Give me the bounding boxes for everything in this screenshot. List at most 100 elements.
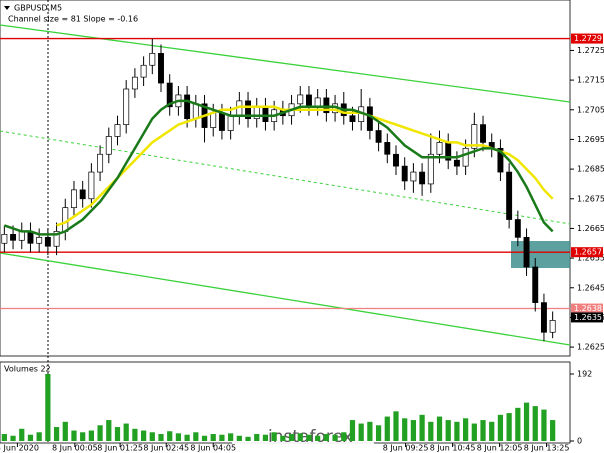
volume-bar	[132, 428, 138, 441]
volume-bar	[167, 431, 173, 441]
volume-bar	[297, 433, 303, 441]
volume-bar	[489, 421, 495, 441]
level-tag	[571, 247, 603, 258]
candle-body	[375, 130, 382, 143]
channel-lower	[0, 252, 571, 346]
candle-body	[192, 103, 199, 120]
candle-body	[210, 112, 217, 128]
channel-mid	[0, 130, 571, 225]
volume-bar	[532, 406, 538, 441]
volume-bar	[210, 434, 216, 441]
candle-body	[427, 153, 434, 185]
y-tick-label: 1.2695	[577, 135, 604, 144]
candle-body	[227, 115, 234, 131]
volume-bar	[349, 420, 356, 441]
volume-bar	[315, 435, 321, 441]
candle-body	[97, 153, 104, 173]
candle-body	[166, 82, 173, 108]
candle-body	[549, 320, 556, 333]
volume-bar	[463, 418, 469, 441]
volume-bar	[497, 414, 504, 441]
moving-average	[56, 105, 554, 227]
candle-body	[71, 189, 77, 209]
candle-body	[131, 76, 138, 90]
x-tick-label: 8 Jun 09:25	[383, 444, 429, 453]
candle-body	[123, 88, 130, 125]
volume-bar	[471, 423, 477, 441]
volume-bar	[428, 421, 434, 441]
volume-bar	[36, 432, 42, 441]
volume-tick-label: 192	[577, 370, 592, 379]
volume-bar	[358, 423, 364, 441]
candle-body	[453, 159, 460, 167]
candle-body	[88, 171, 95, 200]
y-tick-label: 1.2625	[577, 343, 604, 352]
x-tick-label: 5 Jun 2020	[0, 444, 39, 453]
x-tick-label: 8 Jun 01:25	[97, 444, 143, 453]
candle-body	[36, 236, 43, 244]
candle-body	[523, 236, 530, 268]
volume-bar	[323, 434, 329, 441]
volume-title: Volumes 22	[4, 365, 51, 374]
candle-body	[349, 115, 356, 122]
volume-bar	[193, 432, 199, 441]
volume-bar	[236, 435, 242, 441]
volume-bar	[436, 416, 443, 441]
volume-bar	[288, 434, 295, 441]
candle-body	[471, 124, 478, 149]
volume-bar	[384, 416, 390, 441]
volume-bar	[523, 402, 530, 441]
candle-body	[532, 266, 539, 303]
candle-body	[366, 106, 373, 131]
volume-bar	[419, 414, 425, 441]
candle-body	[79, 189, 86, 200]
candle-body	[393, 153, 399, 167]
y-tick-label: 1.2675	[577, 194, 604, 203]
candle-body	[314, 97, 321, 108]
volume-tick-label: 0	[577, 437, 582, 446]
volume-bar	[175, 433, 182, 441]
x-tick-label: 8 Jun 04:05	[190, 444, 236, 453]
volume-bar	[410, 420, 417, 441]
volume-bar	[1, 434, 7, 441]
level-tag	[571, 312, 603, 323]
volume-bar	[106, 420, 112, 441]
channel-upper	[0, 24, 571, 103]
volume-bar	[149, 432, 155, 441]
y-tick-label: 1.2715	[577, 76, 604, 85]
volume-bar	[254, 434, 260, 441]
volume-bar	[10, 435, 16, 441]
chart-title: GBPUSD,M5	[14, 4, 62, 13]
candle-body	[497, 147, 504, 173]
level-label: 1.2635	[574, 313, 602, 322]
candle-body	[506, 171, 513, 220]
y-tick-label: 1.2665	[577, 224, 604, 233]
volume-bar	[306, 434, 312, 441]
candle-body	[306, 94, 312, 108]
volume-bar	[341, 432, 347, 441]
candle-body	[218, 112, 225, 131]
volume-bar	[19, 428, 25, 441]
volume-bar	[393, 411, 399, 441]
volume-bar	[280, 435, 286, 441]
level-tag	[571, 33, 603, 44]
volume-bar	[140, 430, 147, 441]
volume-bar	[550, 420, 556, 441]
candle-body	[419, 171, 426, 185]
volume-bar	[445, 420, 451, 441]
volume-bar	[228, 433, 234, 441]
candle-body	[462, 147, 469, 167]
volume-bar	[245, 436, 251, 441]
y-tick-label: 1.2725	[577, 46, 604, 55]
candle-body	[53, 231, 60, 247]
volume-bar	[97, 425, 103, 441]
zone	[511, 241, 570, 268]
candle-body	[410, 171, 417, 182]
volume-bar	[62, 421, 68, 441]
chart-subtitle: Channel size = 81 Slope = -0.16	[8, 15, 138, 24]
candle-body	[262, 106, 269, 122]
volume-bar	[480, 420, 486, 441]
volume-bar	[71, 430, 77, 441]
volume-bar	[88, 430, 94, 441]
volume-bar	[506, 413, 512, 441]
